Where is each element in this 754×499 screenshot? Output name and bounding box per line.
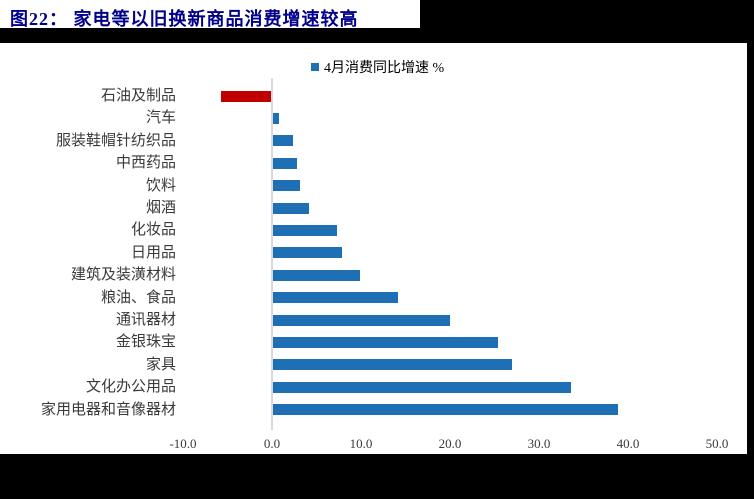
legend-marker-square-icon bbox=[311, 63, 319, 71]
category-label: 烟酒 bbox=[145, 200, 176, 216]
chart-row: 通讯器材 bbox=[0, 309, 754, 331]
bar-negative bbox=[221, 90, 271, 102]
bar-positive bbox=[273, 359, 513, 371]
x-tick-label: 40.0 bbox=[616, 436, 640, 451]
chart-row: 饮料 bbox=[0, 175, 754, 197]
chart-row: 建筑及装潢材料 bbox=[0, 264, 754, 286]
redaction-strip-right-edge bbox=[747, 0, 754, 499]
bar-positive bbox=[273, 381, 572, 393]
category-label: 金银珠宝 bbox=[115, 334, 176, 351]
chart-row: 文化办公用品 bbox=[0, 376, 754, 398]
chart-row: 服装鞋帽针纺织品 bbox=[0, 130, 754, 152]
chart-row: 粮油、食品 bbox=[0, 287, 754, 309]
bar-positive bbox=[273, 225, 338, 237]
chart-legend: 4月消费同比增速 % bbox=[311, 59, 445, 76]
x-axis-tick-labels: -10.0 0.0 10.0 20.0 30.0 40.0 50.0 bbox=[0, 436, 754, 452]
chart-row: 烟酒 bbox=[0, 197, 754, 219]
chart-row: 家用电器和音像器材 bbox=[0, 399, 754, 421]
redaction-band-bottom bbox=[0, 454, 754, 499]
x-tick-label: 0.0 bbox=[263, 436, 281, 451]
chart-row: 化妆品 bbox=[0, 219, 754, 241]
bar-positive bbox=[273, 180, 300, 192]
category-label: 石油及制品 bbox=[100, 88, 176, 104]
bar-positive bbox=[273, 202, 309, 214]
category-label: 通讯器材 bbox=[115, 312, 176, 328]
category-label: 家具 bbox=[145, 356, 176, 373]
figure-title: 图22： 家电等以旧换新商品消费增速较高 bbox=[10, 9, 359, 29]
bar-positive bbox=[273, 292, 398, 304]
bar-positive bbox=[273, 135, 293, 147]
chart-row: 金银珠宝 bbox=[0, 331, 754, 353]
bar-positive bbox=[273, 247, 342, 259]
category-label: 服装鞋帽针纺织品 bbox=[55, 132, 176, 149]
bar-positive bbox=[273, 337, 499, 349]
bar-positive bbox=[273, 113, 280, 125]
bar-positive bbox=[273, 157, 298, 169]
bar-rows: 石油及制品汽车服装鞋帽针纺织品中西药品饮料烟酒化妆品日用品建筑及装潢材料粮油、食… bbox=[0, 85, 754, 421]
redaction-block-top-right bbox=[420, 0, 754, 43]
chart-row: 石油及制品 bbox=[0, 85, 754, 107]
chart-row: 家具 bbox=[0, 354, 754, 376]
chart-row: 汽车 bbox=[0, 107, 754, 129]
chart-row: 中西药品 bbox=[0, 152, 754, 174]
category-label: 文化办公用品 bbox=[85, 379, 176, 396]
category-label: 日用品 bbox=[130, 244, 176, 261]
x-tick-label: -10.0 bbox=[169, 436, 197, 451]
bar-positive bbox=[273, 314, 451, 326]
x-tick-label: 50.0 bbox=[705, 436, 729, 451]
category-label: 建筑及装潢材料 bbox=[70, 267, 176, 284]
category-label: 家用电器和音像器材 bbox=[40, 401, 176, 418]
chart-row: 日用品 bbox=[0, 242, 754, 264]
category-label: 粮油、食品 bbox=[100, 289, 176, 306]
bar-positive bbox=[273, 269, 361, 281]
category-label: 饮料 bbox=[145, 177, 176, 194]
category-label: 中西药品 bbox=[115, 155, 176, 172]
x-tick-label: 30.0 bbox=[527, 436, 551, 451]
x-tick-label: 20.0 bbox=[438, 436, 462, 451]
x-tick-label: 10.0 bbox=[349, 436, 373, 451]
bar-positive bbox=[273, 404, 619, 416]
axis-zero-line bbox=[271, 78, 273, 430]
category-label: 汽车 bbox=[145, 110, 176, 127]
legend-label: 4月消费同比增速 % bbox=[324, 61, 445, 76]
category-label: 化妆品 bbox=[130, 222, 176, 239]
